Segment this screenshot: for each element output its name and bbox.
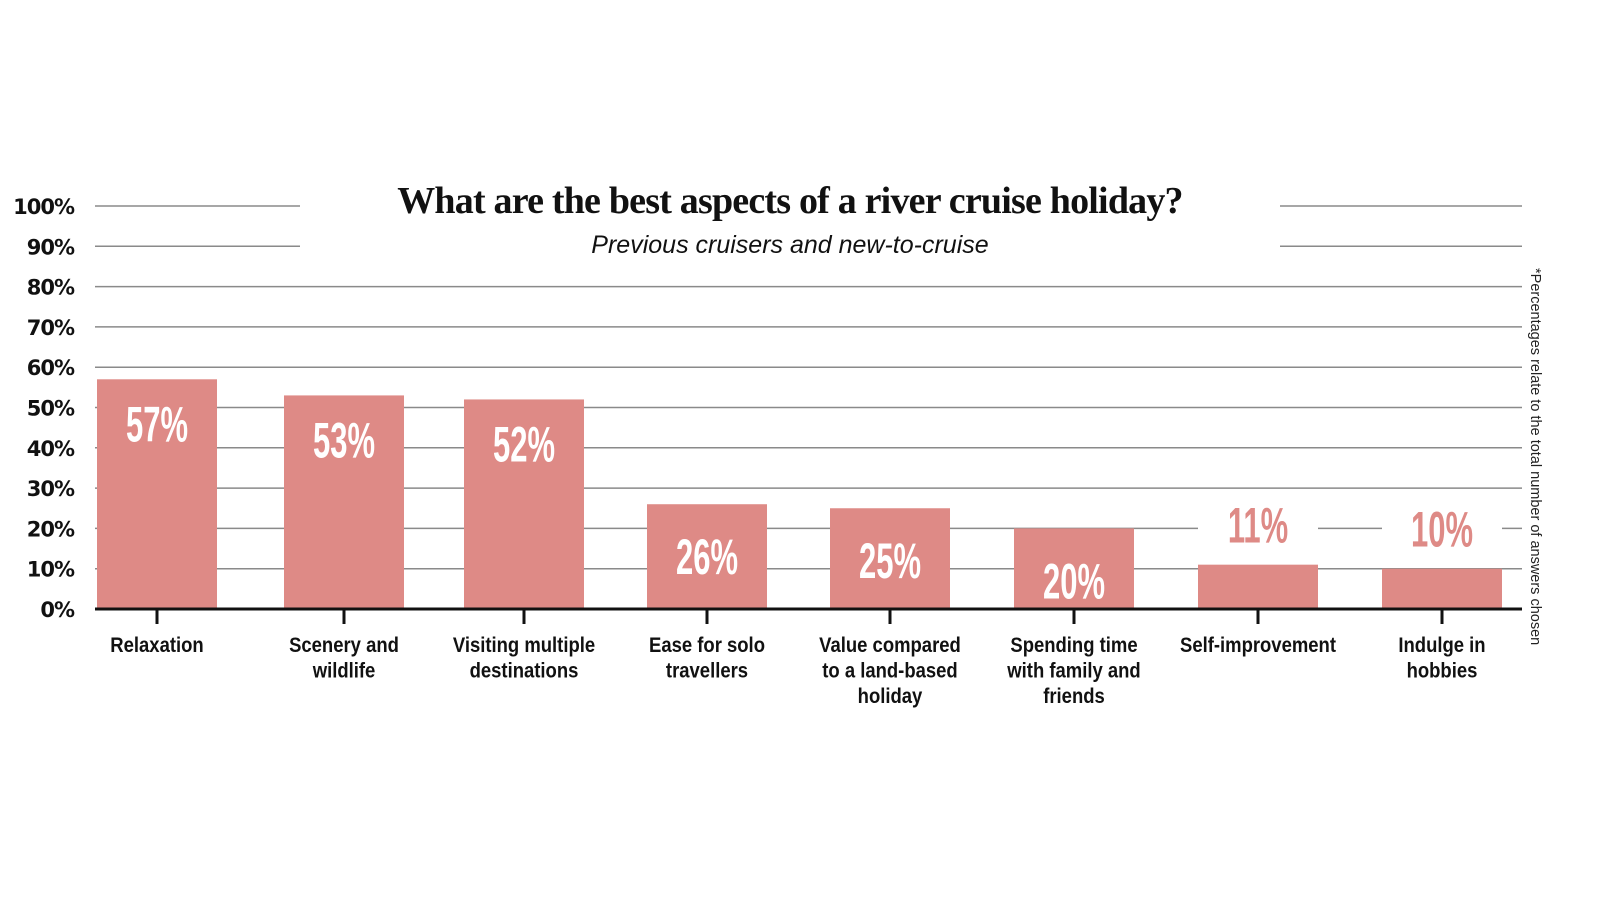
y-tick-label: 20% <box>27 517 75 541</box>
data-label: 20% <box>1043 553 1105 609</box>
label-background <box>1198 489 1318 560</box>
chart-subtitle: Previous cruisers and new-to-cruise <box>591 231 989 259</box>
chart-title: What are the best aspects of a river cru… <box>397 180 1183 222</box>
y-tick-label: 10% <box>27 558 75 582</box>
x-tick-label: destinations <box>470 659 579 682</box>
data-label: 57% <box>126 396 188 452</box>
bar <box>647 504 767 609</box>
x-tick-label: Spending time <box>1010 634 1137 657</box>
x-tick-label: travellers <box>666 659 748 682</box>
x-tick-label: Indulge in <box>1398 634 1485 657</box>
bar <box>464 399 584 609</box>
x-tick-label: holiday <box>858 685 923 708</box>
x-tick-label: hobbies <box>1407 659 1478 682</box>
x-tick-label: Self-improvement <box>1180 634 1336 657</box>
y-tick-label: 40% <box>27 437 75 461</box>
data-label: 25% <box>859 533 921 589</box>
x-tick-label: to a land-based <box>822 659 957 682</box>
y-tick-label: 0% <box>40 598 75 622</box>
x-tick-label: wildlife <box>312 659 376 682</box>
y-tick-label: 100% <box>13 195 75 219</box>
data-label: 10% <box>1411 501 1473 557</box>
label-background <box>1382 493 1502 564</box>
bar <box>1014 528 1134 609</box>
x-tick-label: Scenery and <box>289 634 399 657</box>
data-label: 52% <box>493 416 555 472</box>
bar <box>830 508 950 609</box>
bar <box>1198 564 1318 609</box>
y-tick-label: 30% <box>27 477 75 501</box>
x-tick-label: Visiting multiple <box>453 634 595 657</box>
x-tick-label: friends <box>1043 685 1105 708</box>
y-tick-label: 50% <box>27 397 75 421</box>
y-tick-label: 60% <box>27 356 75 380</box>
data-label: 11% <box>1228 497 1288 553</box>
data-label: 26% <box>676 529 738 585</box>
footnote: *Percentages relate to the total number … <box>1527 268 1543 646</box>
x-tick-label: with family and <box>1006 659 1140 682</box>
y-tick-label: 90% <box>27 235 75 259</box>
x-tick-label: Ease for solo <box>649 634 765 657</box>
x-tick-label: Relaxation <box>110 634 203 657</box>
bar <box>1382 568 1502 609</box>
bar <box>97 379 217 609</box>
data-label: 53% <box>313 412 375 468</box>
bar <box>284 395 404 609</box>
x-tick-label: Value compared <box>819 634 961 657</box>
y-tick-label: 80% <box>27 276 75 300</box>
y-tick-label: 70% <box>27 316 75 340</box>
